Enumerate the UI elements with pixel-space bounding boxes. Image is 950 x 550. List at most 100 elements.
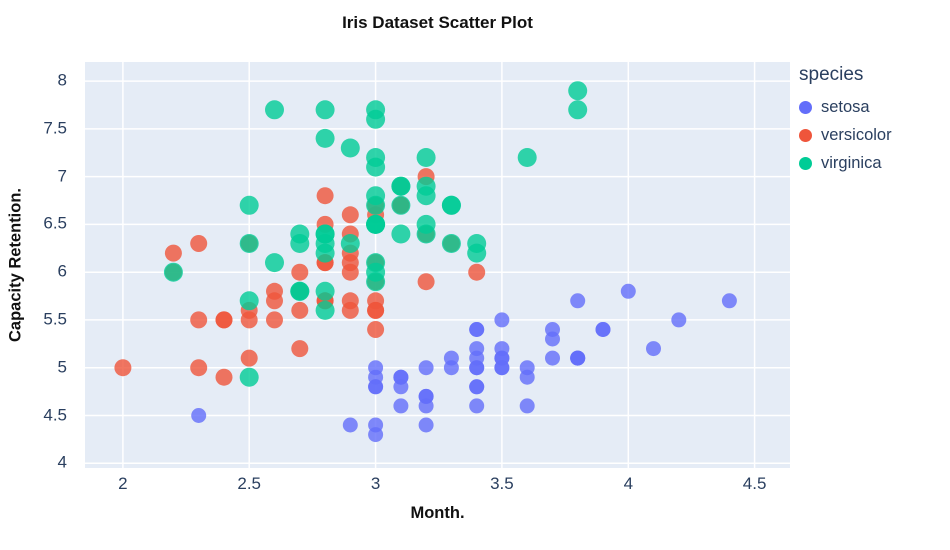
- scatter-point-versicolor[interactable]: [190, 235, 208, 252]
- scatter-point-versicolor[interactable]: [341, 206, 359, 224]
- scatter-point-virginica[interactable]: [441, 234, 461, 253]
- plot-area[interactable]: [85, 62, 790, 468]
- y-tick-label: 7: [57, 166, 67, 186]
- scatter-point-virginica[interactable]: [315, 234, 335, 253]
- x-tick-label: 3: [370, 474, 381, 493]
- scatter-point-versicolor[interactable]: [266, 311, 283, 329]
- scatter-point-virginica[interactable]: [366, 148, 386, 167]
- scatter-point-virginica[interactable]: [239, 367, 259, 387]
- scatter-point-setosa[interactable]: [469, 322, 485, 337]
- scatter-point-virginica[interactable]: [366, 195, 386, 215]
- scatter-point-virginica[interactable]: [391, 195, 411, 215]
- scatter-point-virginica[interactable]: [366, 272, 386, 292]
- scatter-point-versicolor[interactable]: [240, 349, 258, 367]
- scatter-point-versicolor[interactable]: [215, 311, 233, 329]
- scatter-point-virginica[interactable]: [416, 224, 436, 244]
- scatter-point-setosa[interactable]: [393, 398, 409, 414]
- scatter-point-versicolor[interactable]: [215, 368, 233, 386]
- x-tick-label: 2: [118, 474, 128, 493]
- scatter-point-versicolor[interactable]: [190, 359, 208, 377]
- scatter-point-versicolor[interactable]: [417, 273, 435, 291]
- scatter-point-virginica[interactable]: [239, 195, 259, 215]
- scatter-point-virginica[interactable]: [517, 148, 537, 167]
- scatter-point-versicolor[interactable]: [341, 292, 359, 310]
- scatter-point-versicolor[interactable]: [367, 292, 385, 310]
- y-tick-label: 4: [57, 452, 67, 472]
- scatter-point-virginica[interactable]: [416, 148, 436, 167]
- scatter-layer[interactable]: [85, 62, 790, 468]
- scatter-point-setosa[interactable]: [469, 379, 485, 395]
- scatter-point-versicolor[interactable]: [240, 311, 258, 329]
- scatter-point-versicolor[interactable]: [468, 263, 486, 281]
- scatter-point-virginica[interactable]: [315, 281, 335, 301]
- scatter-point-setosa[interactable]: [494, 312, 510, 328]
- scatter-point-virginica[interactable]: [265, 253, 284, 273]
- scatter-point-virginica[interactable]: [163, 262, 183, 282]
- scatter-point-setosa[interactable]: [469, 350, 485, 366]
- legend-item-virginica[interactable]: virginica: [799, 154, 949, 174]
- legend-item-setosa[interactable]: setosa: [799, 98, 949, 118]
- scatter-point-versicolor[interactable]: [367, 321, 385, 338]
- scatter-point-versicolor[interactable]: [291, 263, 309, 281]
- scatter-point-versicolor[interactable]: [316, 187, 334, 205]
- scatter-point-setosa[interactable]: [519, 398, 535, 414]
- scatter-point-setosa[interactable]: [671, 312, 687, 328]
- scatter-point-virginica[interactable]: [568, 81, 588, 101]
- scatter-point-versicolor[interactable]: [291, 301, 309, 319]
- scatter-point-setosa[interactable]: [418, 398, 434, 414]
- scatter-point-setosa[interactable]: [368, 417, 384, 433]
- scatter-point-setosa[interactable]: [494, 360, 510, 376]
- scatter-point-setosa[interactable]: [570, 350, 586, 366]
- y-tick-label: 8: [57, 70, 67, 90]
- scatter-point-versicolor[interactable]: [266, 282, 283, 300]
- y-tick-label: 4.5: [43, 405, 67, 425]
- scatter-point-virginica[interactable]: [568, 100, 588, 120]
- scatter-point-setosa[interactable]: [620, 283, 636, 299]
- scatter-point-setosa[interactable]: [443, 360, 459, 376]
- scatter-point-setosa[interactable]: [393, 369, 409, 385]
- scatter-point-versicolor[interactable]: [164, 244, 182, 262]
- legend-marker-icon: [799, 129, 812, 143]
- scatter-point-virginica[interactable]: [416, 186, 436, 206]
- scatter-point-setosa[interactable]: [519, 369, 535, 385]
- scatter-point-virginica[interactable]: [467, 243, 487, 263]
- scatter-point-setosa[interactable]: [342, 417, 358, 433]
- scatter-point-virginica[interactable]: [340, 138, 360, 158]
- scatter-point-setosa[interactable]: [570, 293, 586, 309]
- scatter-point-virginica[interactable]: [290, 281, 310, 301]
- legend-title: species: [799, 64, 864, 85]
- scatter-point-setosa[interactable]: [646, 341, 661, 357]
- scatter-point-virginica[interactable]: [391, 176, 411, 196]
- scatter-point-virginica[interactable]: [315, 100, 335, 120]
- scatter-point-virginica[interactable]: [290, 234, 310, 253]
- x-tick-label: 4.5: [742, 474, 767, 493]
- scatter-point-setosa[interactable]: [494, 341, 510, 357]
- scatter-point-virginica[interactable]: [315, 300, 335, 320]
- scatter-point-setosa[interactable]: [368, 360, 384, 376]
- scatter-point-setosa[interactable]: [545, 331, 560, 347]
- scatter-point-versicolor[interactable]: [291, 340, 309, 358]
- scatter-point-setosa[interactable]: [469, 398, 485, 414]
- scatter-point-setosa[interactable]: [545, 350, 560, 366]
- scatter-point-virginica[interactable]: [315, 128, 335, 148]
- legend-item-versicolor[interactable]: versicolor: [799, 126, 949, 146]
- y-axis-tick-labels: 4 4.5 5 5.5 6 6.5 7 7.5 8: [0, 62, 76, 472]
- scatter-point-versicolor[interactable]: [114, 359, 132, 377]
- scatter-point-virginica[interactable]: [239, 291, 259, 311]
- scatter-point-setosa[interactable]: [595, 322, 611, 337]
- scatter-point-setosa[interactable]: [418, 417, 434, 433]
- scatter-point-virginica[interactable]: [366, 214, 386, 234]
- scatter-point-virginica[interactable]: [391, 224, 411, 244]
- scatter-point-virginica[interactable]: [441, 195, 461, 215]
- scatter-point-setosa[interactable]: [368, 379, 384, 395]
- scatter-point-virginica[interactable]: [340, 234, 360, 253]
- scatter-point-versicolor[interactable]: [190, 311, 208, 329]
- scatter-point-virginica[interactable]: [366, 100, 386, 120]
- scatter-point-setosa[interactable]: [191, 408, 207, 423]
- scatter-point-setosa[interactable]: [721, 293, 737, 309]
- scatter-point-setosa[interactable]: [418, 360, 434, 376]
- chart-title: Iris Dataset Scatter Plot: [342, 13, 533, 32]
- scatter-point-versicolor[interactable]: [341, 263, 359, 281]
- scatter-point-virginica[interactable]: [265, 100, 284, 120]
- scatter-point-virginica[interactable]: [239, 234, 259, 253]
